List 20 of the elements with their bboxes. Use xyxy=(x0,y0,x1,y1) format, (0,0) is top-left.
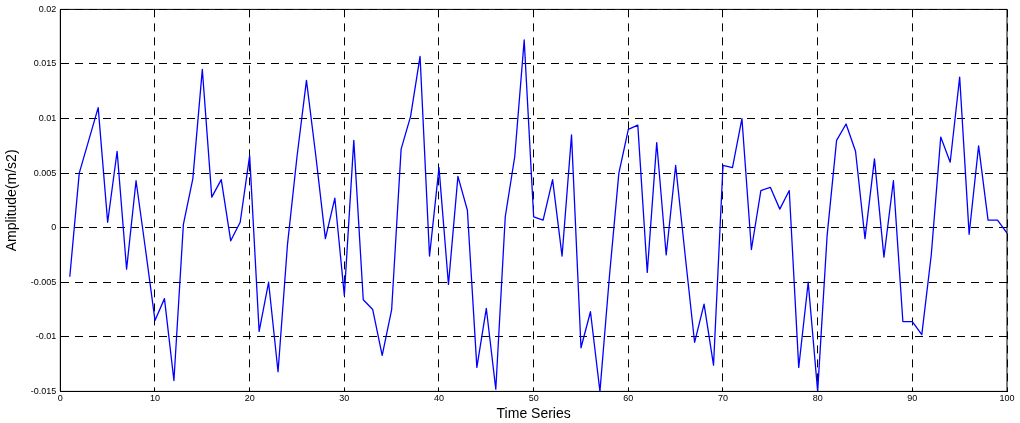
y-tick-label: -0.015 xyxy=(30,385,57,396)
y-axis-title: Amplitude(m/s2) xyxy=(3,149,20,252)
x-tick-label: 20 xyxy=(244,393,255,404)
y-tick-label: 0.015 xyxy=(33,58,57,69)
x-tick-label: 50 xyxy=(528,393,539,404)
x-tick-label: 60 xyxy=(623,393,634,404)
x-tick-label: 70 xyxy=(717,393,728,404)
x-tick-label: 30 xyxy=(339,393,350,404)
y-tick-label: -0.005 xyxy=(30,276,57,287)
y-tick-label: 0 xyxy=(51,222,57,233)
y-tick-label: 0.01 xyxy=(38,113,57,124)
x-tick-label: 10 xyxy=(149,393,160,404)
y-tick-label: -0.01 xyxy=(35,331,57,342)
y-tick-label: 0.02 xyxy=(38,3,57,14)
x-tick-label: 80 xyxy=(812,393,823,404)
y-tick-label: 0.005 xyxy=(33,167,57,178)
x-tick-label: 100 xyxy=(999,393,1015,404)
x-tick-label: 40 xyxy=(433,393,444,404)
x-axis-title: Time Series xyxy=(496,405,571,422)
x-tick-label: 90 xyxy=(907,393,918,404)
